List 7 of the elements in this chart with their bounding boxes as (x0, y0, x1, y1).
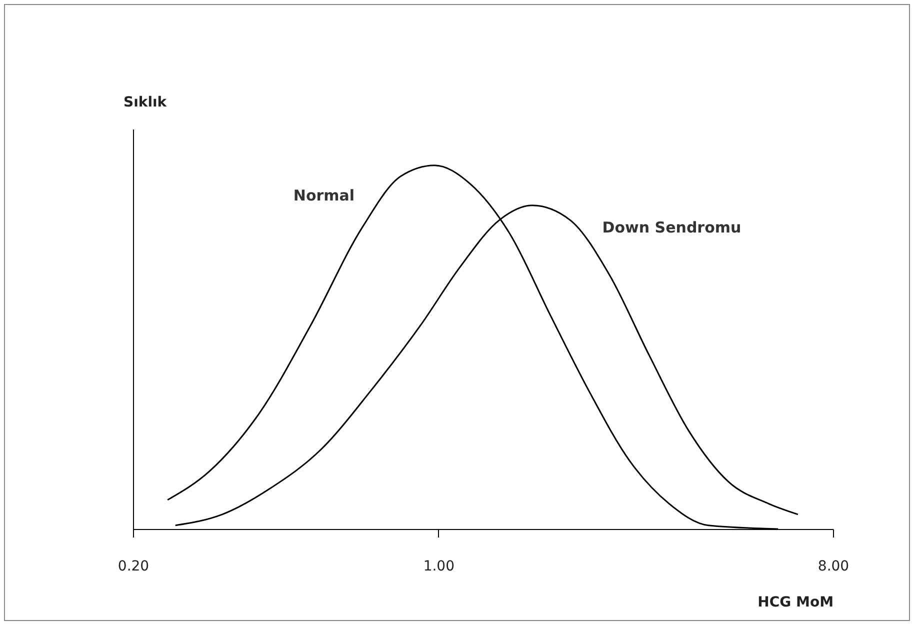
x-tick-label: 0.20 (118, 558, 150, 574)
series-label: Normal (293, 186, 355, 204)
x-tick-label: 8.00 (818, 558, 850, 574)
y-axis-title: Sıklık (124, 94, 168, 110)
x-tick-label: 1.00 (423, 558, 454, 574)
series-label: Down Sendromu (602, 218, 742, 236)
x-axis-title: HCG MoM (758, 594, 834, 610)
